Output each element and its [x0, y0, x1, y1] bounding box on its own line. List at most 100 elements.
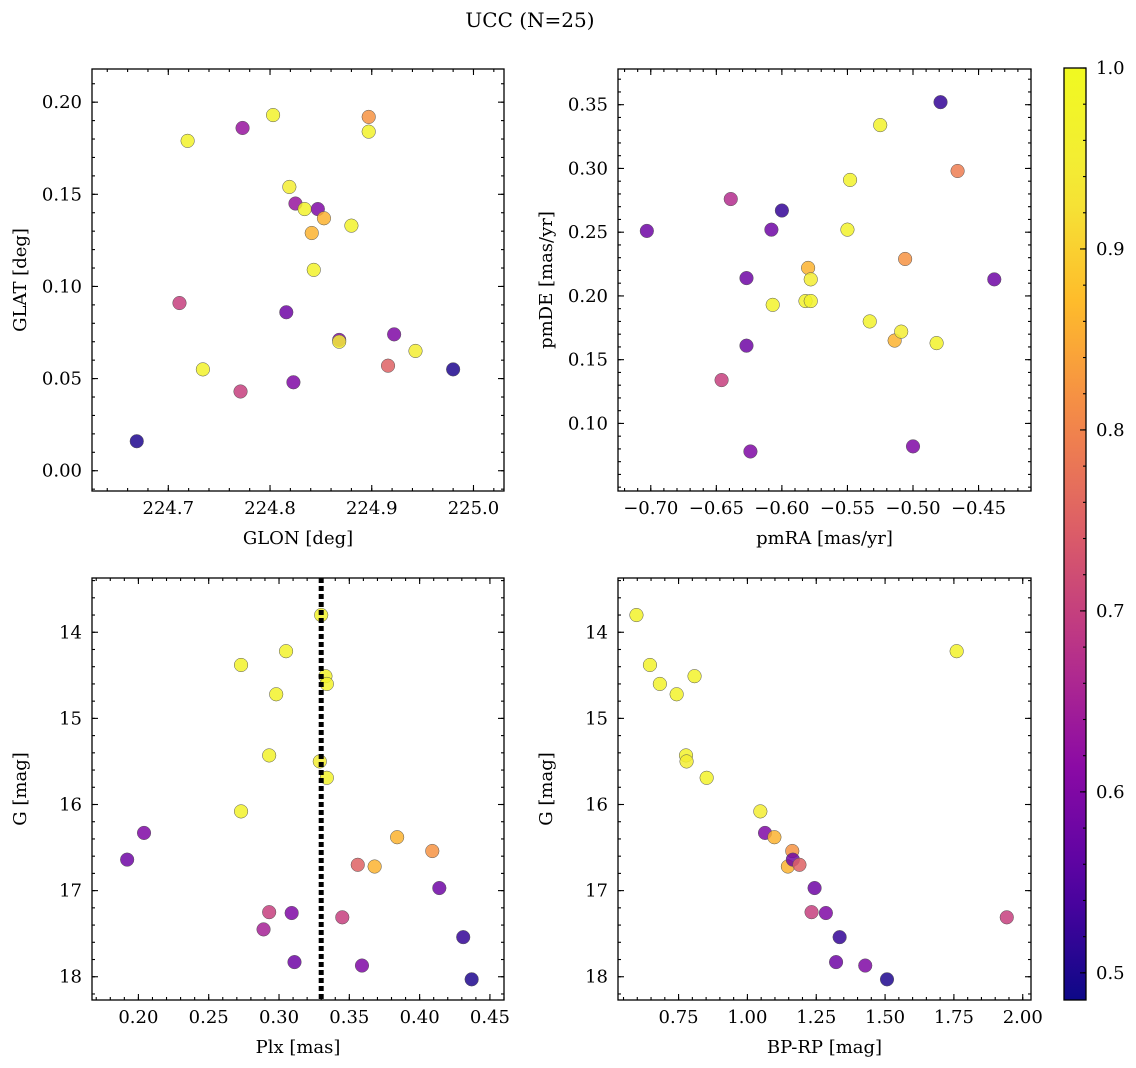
- data-point: [905, 439, 921, 454]
- y-axis-label: G [mag]: [10, 752, 31, 825]
- colorbar-gradient: [1064, 68, 1086, 1000]
- colorbar-tick-label: 0.7: [1096, 601, 1125, 622]
- x-tick-label: −0.60: [754, 498, 809, 519]
- x-tick-label: 224.7: [143, 498, 195, 519]
- x-tick-label: 0.75: [659, 1007, 699, 1028]
- y-tick-label: 15: [59, 708, 82, 729]
- data-point: [767, 830, 782, 845]
- y-tick-label: 0.35: [568, 95, 608, 116]
- x-tick-label: 1.75: [934, 1007, 974, 1028]
- x-tick-label: −0.55: [820, 498, 875, 519]
- y-axis-label: pmDE [mas/yr]: [536, 211, 557, 349]
- data-point: [933, 95, 948, 110]
- y-tick-label: 15: [585, 708, 608, 729]
- y-tick-label: 0.15: [568, 350, 608, 371]
- data-point: [390, 830, 405, 845]
- data-point: [687, 669, 702, 684]
- plot-frame: [617, 577, 1032, 1001]
- y-tick-label: 0.00: [42, 461, 82, 482]
- data-point: [743, 444, 758, 459]
- colorbar-tick-label: 0.9: [1096, 239, 1125, 260]
- data-point: [380, 358, 396, 373]
- y-tick-label: 0.20: [42, 92, 82, 113]
- data-point: [950, 163, 965, 179]
- data-point: [818, 905, 833, 921]
- data-point: [858, 958, 873, 973]
- data-point: [234, 804, 249, 819]
- y-axis-label: G [mag]: [536, 752, 557, 825]
- glon-glat-panel: 224.7 224.8 224.9 225.0 0.00 0.05 0.10 0.15 0.20…: [10, 68, 505, 549]
- data-point: [233, 384, 248, 399]
- data-point: [278, 644, 294, 659]
- x-axis-label: pmRA [mas/yr]: [756, 528, 893, 549]
- x-tick-label: 0.20: [118, 1007, 158, 1028]
- data-point: [282, 179, 297, 194]
- y-tick-label: 0.05: [42, 369, 82, 390]
- x-tick-label: 224.8: [244, 498, 296, 519]
- data-point: [266, 108, 281, 123]
- data-point: [279, 305, 294, 320]
- y-tick-label: 0.20: [568, 286, 608, 307]
- data-point: [387, 327, 402, 342]
- data-point: [256, 922, 271, 937]
- data-point: [679, 754, 694, 769]
- x-tick-label: 0.45: [470, 1007, 510, 1028]
- data-point: [804, 905, 819, 920]
- data-point: [652, 676, 667, 691]
- data-point: [361, 124, 376, 139]
- data-point: [235, 120, 250, 136]
- data-point: [129, 434, 144, 449]
- data-point: [843, 172, 858, 187]
- data-point: [792, 857, 807, 872]
- data-point: [753, 804, 768, 819]
- data-point: [446, 362, 461, 377]
- data-point: [297, 202, 312, 217]
- data-point: [840, 222, 855, 237]
- data-point: [642, 657, 657, 673]
- data-point: [879, 972, 895, 987]
- data-point: [335, 910, 350, 925]
- data-point: [739, 338, 754, 353]
- data-point: [629, 607, 644, 623]
- data-point: [425, 843, 440, 859]
- data-point: [873, 118, 888, 133]
- y-tick-label: 17: [59, 881, 82, 902]
- figure-title: UCC (N=25): [465, 8, 594, 32]
- data-point: [284, 905, 299, 921]
- data-point: [304, 225, 319, 241]
- x-tick-label: 1.00: [727, 1007, 767, 1028]
- data-point: [464, 972, 479, 987]
- data-point: [332, 334, 347, 349]
- y-axis-label: GLAT [deg]: [10, 228, 31, 332]
- x-axis-label: BP-RP [mag]: [767, 1037, 882, 1058]
- data-point: [803, 272, 818, 287]
- y-tick-label: 0.10: [568, 413, 608, 434]
- data-point: [699, 770, 714, 785]
- data-point: [172, 295, 187, 311]
- y-tick-label: 14: [59, 622, 82, 643]
- x-tick-label: 2.00: [1003, 1007, 1043, 1028]
- data-point: [807, 880, 822, 896]
- colorbar-tick-label: 0.5: [1096, 963, 1125, 984]
- plot-frame: [91, 577, 505, 1001]
- x-axis-label: GLON [deg]: [243, 528, 353, 549]
- data-point: [136, 825, 152, 840]
- x-tick-label: 0.30: [259, 1007, 299, 1028]
- data-point: [408, 343, 423, 358]
- data-point: [765, 297, 780, 312]
- data-point: [898, 251, 913, 267]
- x-tick-label: 0.35: [329, 1007, 369, 1028]
- y-tick-label: 14: [585, 622, 608, 643]
- y-tick-label: 18: [585, 967, 608, 988]
- y-tick-label: 17: [585, 881, 608, 902]
- data-point: [456, 930, 471, 945]
- data-point: [894, 324, 909, 339]
- data-point: [764, 222, 779, 237]
- data-point: [344, 218, 359, 233]
- data-point: [739, 271, 754, 286]
- data-point: [999, 910, 1014, 925]
- data-point: [195, 362, 210, 377]
- data-point: [120, 852, 135, 867]
- data-point: [862, 314, 877, 329]
